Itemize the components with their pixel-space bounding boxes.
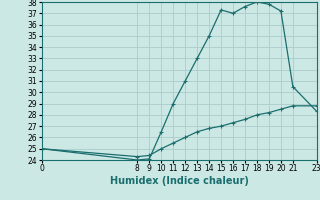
X-axis label: Humidex (Indice chaleur): Humidex (Indice chaleur) [110, 176, 249, 186]
